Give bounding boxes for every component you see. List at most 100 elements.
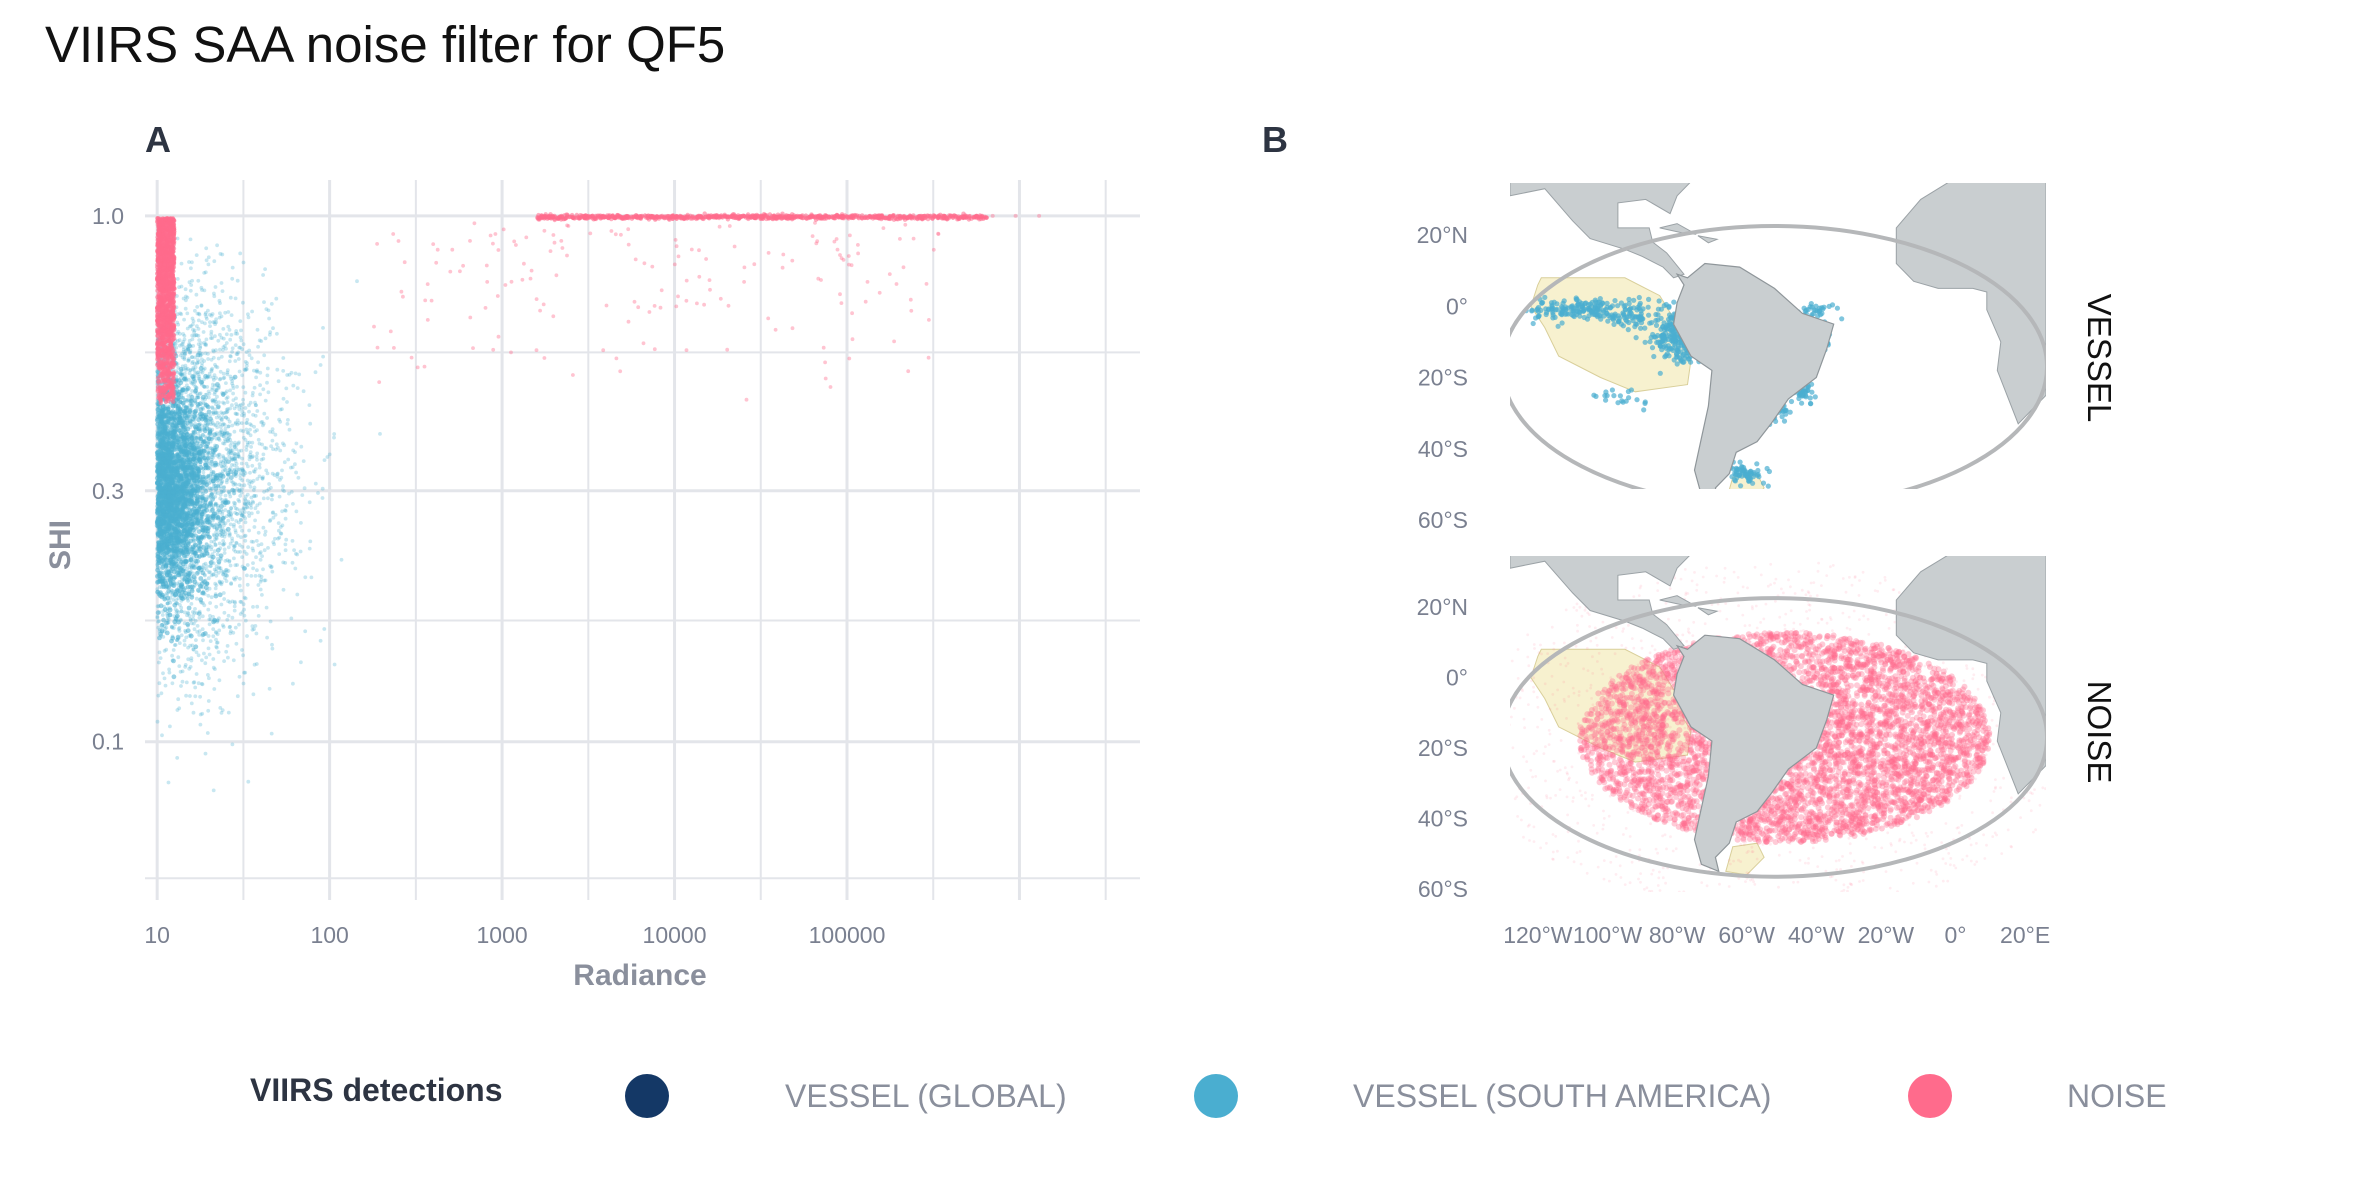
scatter-point [285,504,289,508]
scatter-point [255,605,259,609]
scatter-point [161,613,165,617]
scatter-point [254,376,258,380]
scatter-point [242,342,246,346]
scatter-point [184,446,189,451]
scatter-point [201,614,205,618]
scatter-point [191,368,195,372]
scatter-point [199,723,203,727]
scatter-point [211,620,216,625]
scatter-point [193,543,198,548]
scatter-point [193,580,198,585]
scatter-point [198,349,202,353]
scatter-point [284,548,288,552]
scatter-point [268,687,272,691]
scatter-point [242,506,246,510]
scatter-point [188,339,192,343]
scatter-point [251,628,255,632]
scatter-point [208,614,212,618]
scatter-point [239,518,243,522]
scatter-point [252,369,256,373]
scatter-point [243,501,247,505]
scatter-point [303,486,307,490]
scatter-point [284,543,288,547]
scatter-point [228,420,232,424]
scatter-point [168,601,172,605]
scatter-point [240,413,244,417]
scatter-point [175,321,179,325]
scatter-point [218,678,222,682]
scatter-point [271,439,275,443]
scatter-point [156,610,161,615]
scatter-point [233,609,237,613]
scatter-point [190,622,194,626]
scatter-point [254,574,258,578]
scatter-point [270,498,274,502]
scatter-point [184,663,188,667]
scatter-point [205,568,209,572]
scatter-point [180,262,184,266]
scatter-point [210,399,214,403]
scatter-point [195,672,199,676]
scatter-point [206,436,211,441]
scatter-point [233,502,237,506]
scatter-point [249,503,253,507]
scatter-point [197,611,202,616]
scatter-point [205,564,209,568]
scatter-point [234,563,238,567]
scatter-point [164,684,168,688]
scatter-point [261,273,265,277]
scatter-point [215,564,219,568]
scatter-point [196,279,200,283]
scatter-point [223,508,227,512]
scatter-point [264,399,268,403]
scatter-point [189,266,193,270]
scatter-point [187,606,192,611]
scatter-point [281,488,285,492]
scatter-point [251,605,255,609]
scatter-point [179,670,183,674]
scatter-point [192,550,197,555]
scatter-point [192,574,197,579]
scatter-point [266,367,270,371]
scatter-point [204,343,208,347]
scatter-point [291,502,295,506]
scatter-point [171,659,176,664]
scatter-point [233,359,237,363]
scatter-point [208,653,212,657]
scatter-point [260,554,264,558]
scatter-point [230,382,234,386]
scatter-point [220,512,224,516]
scatter-point [258,371,262,375]
scatter-point [194,427,199,432]
scatter-point [230,441,234,445]
scatter-point [190,602,194,606]
scatter-point [264,337,268,341]
scatter-point [186,296,190,300]
scatter-point [274,297,278,301]
scatter-point [276,472,280,476]
scatter-point [254,467,258,471]
scatter-point [257,583,261,587]
scatter-point [253,386,257,390]
scatter-point [226,400,230,404]
scatter-point [240,648,244,652]
scatter-point [179,367,184,372]
scatter-point [208,601,212,605]
scatter-point [253,486,257,490]
scatter-point [271,326,275,330]
scatter-point [218,316,222,320]
scatter-point [231,743,235,747]
scatter-point [175,756,179,760]
scatter-point [191,328,195,332]
scatter-point [234,297,238,301]
scatter-point [227,545,231,549]
scatter-point [242,566,247,571]
scatter-point [203,661,207,665]
scatter-point [262,497,266,501]
scatter-point [270,732,274,736]
scatter-point [203,631,208,636]
scatter-point [167,668,171,672]
scatter-point [281,356,285,360]
scatter-point [233,430,237,434]
scatter-point [246,563,250,567]
